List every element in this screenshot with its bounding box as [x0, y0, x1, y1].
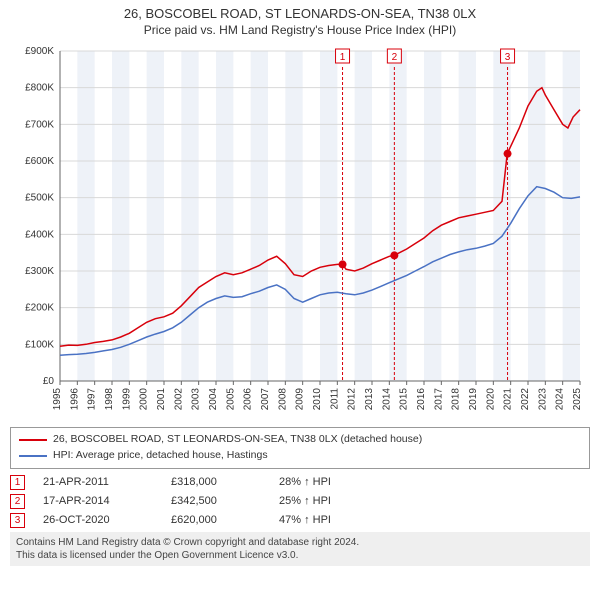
svg-text:2012: 2012 [347, 388, 358, 411]
chart-title: 26, BOSCOBEL ROAD, ST LEONARDS-ON-SEA, T… [0, 0, 600, 21]
svg-text:1998: 1998 [104, 388, 115, 411]
svg-text:2001: 2001 [156, 388, 167, 411]
sale-price: £318,000 [171, 476, 261, 488]
svg-text:2005: 2005 [225, 388, 236, 411]
sale-marker-icon: 1 [10, 475, 25, 490]
svg-text:£600K: £600K [25, 156, 54, 167]
sale-delta: 28% ↑ HPI [279, 476, 379, 488]
svg-text:2013: 2013 [364, 388, 375, 411]
footer-line: Contains HM Land Registry data © Crown c… [16, 536, 584, 549]
svg-text:1995: 1995 [52, 388, 63, 411]
legend-label: HPI: Average price, detached house, Hast… [53, 448, 268, 464]
legend-row: 26, BOSCOBEL ROAD, ST LEONARDS-ON-SEA, T… [19, 432, 581, 448]
svg-text:£900K: £900K [25, 46, 54, 57]
svg-text:2010: 2010 [312, 388, 323, 411]
svg-text:3: 3 [505, 52, 511, 63]
svg-text:2024: 2024 [555, 388, 566, 411]
svg-text:1996: 1996 [69, 388, 80, 411]
svg-text:2008: 2008 [277, 388, 288, 411]
sale-delta: 47% ↑ HPI [279, 514, 379, 526]
svg-text:2020: 2020 [485, 388, 496, 411]
svg-text:2007: 2007 [260, 388, 271, 411]
svg-text:£0: £0 [43, 376, 55, 387]
svg-text:£500K: £500K [25, 193, 54, 204]
svg-text:1997: 1997 [87, 388, 98, 411]
svg-text:1999: 1999 [121, 388, 132, 411]
svg-text:£400K: £400K [25, 229, 54, 240]
svg-text:2016: 2016 [416, 388, 427, 411]
svg-text:2014: 2014 [381, 388, 392, 411]
chart-subtitle: Price paid vs. HM Land Registry's House … [0, 21, 600, 41]
sale-price: £620,000 [171, 514, 261, 526]
sales-table: 1 21-APR-2011 £318,000 28% ↑ HPI 2 17-AP… [10, 473, 590, 530]
svg-text:2004: 2004 [208, 388, 219, 411]
sale-marker-icon: 3 [10, 513, 25, 528]
sale-date: 26-OCT-2020 [43, 514, 153, 526]
svg-text:1: 1 [340, 52, 346, 63]
attribution-footer: Contains HM Land Registry data © Crown c… [10, 532, 590, 566]
svg-text:2023: 2023 [537, 388, 548, 411]
svg-text:2011: 2011 [329, 388, 340, 410]
legend-swatch-property [19, 439, 47, 441]
legend-label: 26, BOSCOBEL ROAD, ST LEONARDS-ON-SEA, T… [53, 432, 422, 448]
svg-text:2009: 2009 [295, 388, 306, 411]
svg-text:2021: 2021 [503, 388, 514, 411]
svg-text:£200K: £200K [25, 303, 54, 314]
svg-text:2022: 2022 [520, 388, 531, 411]
chart-svg: £0 £100K £200K £300K £400K £500K £600K £700K £80… [10, 41, 590, 421]
svg-text:2006: 2006 [243, 388, 254, 411]
svg-text:2025: 2025 [572, 388, 583, 411]
sale-delta: 25% ↑ HPI [279, 495, 379, 507]
svg-text:£300K: £300K [25, 266, 54, 277]
footer-line: This data is licensed under the Open Gov… [16, 549, 584, 562]
svg-text:£100K: £100K [25, 339, 54, 350]
sale-date: 17-APR-2014 [43, 495, 153, 507]
svg-text:2018: 2018 [451, 388, 462, 411]
sale-price: £342,500 [171, 495, 261, 507]
sale-date: 21-APR-2011 [43, 476, 153, 488]
svg-text:2015: 2015 [399, 388, 410, 411]
svg-text:2017: 2017 [433, 388, 444, 411]
svg-text:2019: 2019 [468, 388, 479, 411]
sales-row: 2 17-APR-2014 £342,500 25% ↑ HPI [10, 492, 590, 511]
svg-text:2003: 2003 [191, 388, 202, 411]
sale-marker-icon: 2 [10, 494, 25, 509]
svg-text:2002: 2002 [173, 388, 184, 411]
sales-row: 3 26-OCT-2020 £620,000 47% ↑ HPI [10, 511, 590, 530]
svg-text:£800K: £800K [25, 83, 54, 94]
legend-swatch-hpi [19, 455, 47, 457]
legend: 26, BOSCOBEL ROAD, ST LEONARDS-ON-SEA, T… [10, 427, 590, 469]
svg-text:2: 2 [392, 52, 398, 63]
svg-text:£700K: £700K [25, 119, 54, 130]
svg-text:2000: 2000 [139, 388, 150, 411]
sales-row: 1 21-APR-2011 £318,000 28% ↑ HPI [10, 473, 590, 492]
legend-row: HPI: Average price, detached house, Hast… [19, 448, 581, 464]
chart-area: £0 £100K £200K £300K £400K £500K £600K £700K £80… [10, 41, 590, 421]
